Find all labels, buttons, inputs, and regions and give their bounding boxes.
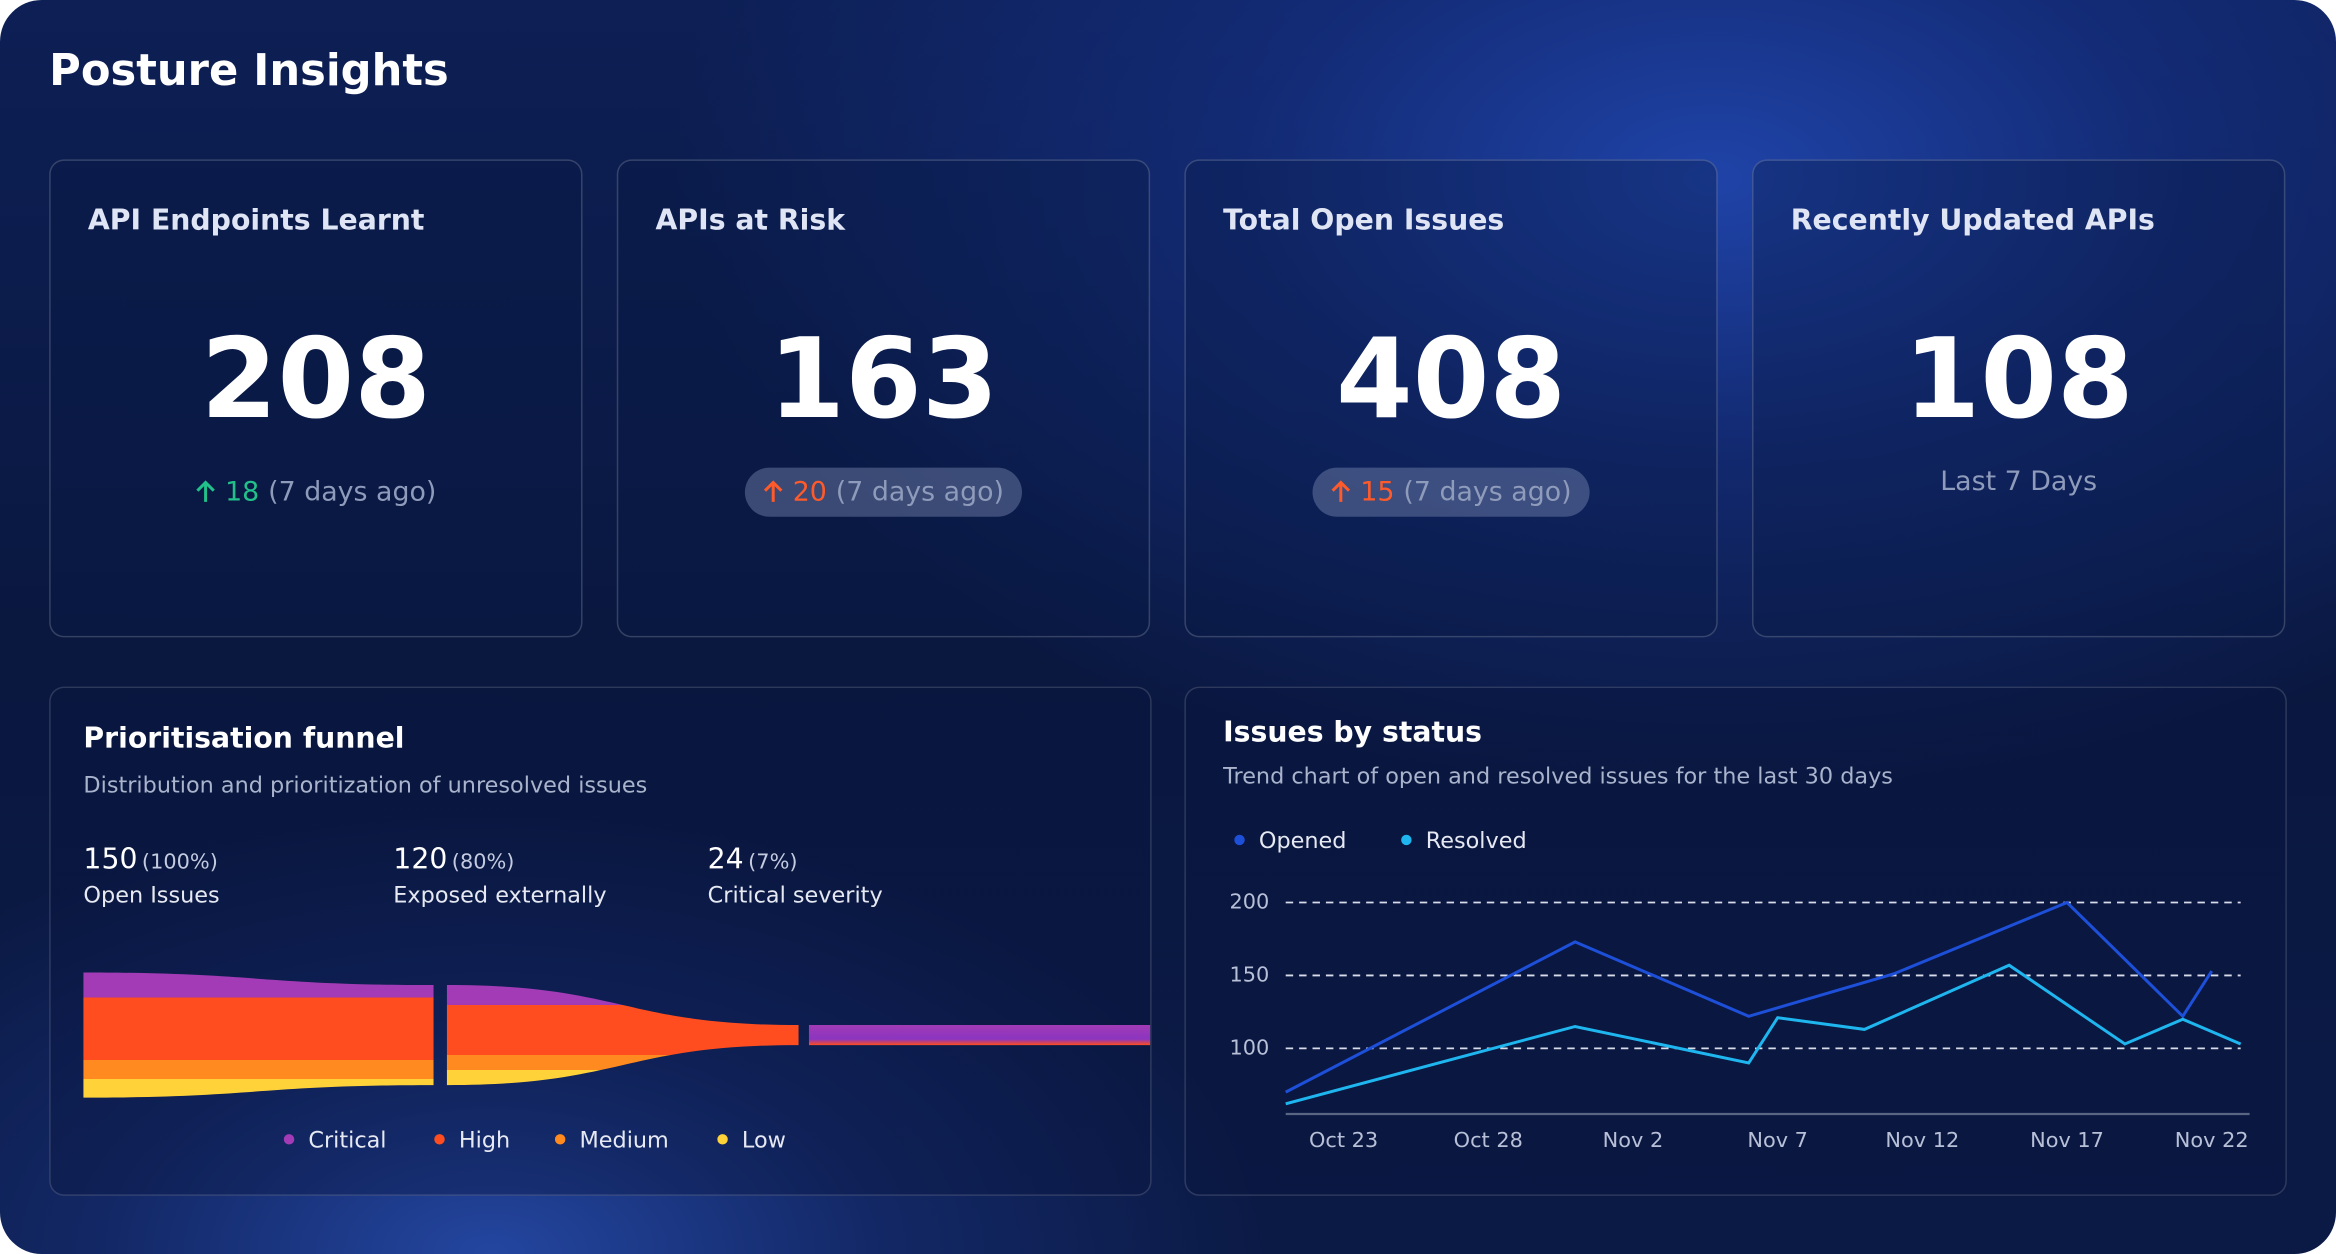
legend-label: Opened <box>1259 828 1347 854</box>
x-tick-label: Nov 2 <box>1603 1128 1664 1152</box>
x-tick-label: Oct 23 <box>1309 1128 1378 1152</box>
stat-card: API Endpoints Learnt 208 18 (7 days ago) <box>49 159 583 638</box>
delta-value: 15 <box>1360 476 1395 508</box>
stage-value: 24 (7%) <box>708 843 798 876</box>
legend-label: High <box>459 1127 510 1153</box>
legend-label: Medium <box>580 1127 669 1153</box>
card-value: 108 <box>1903 315 2134 444</box>
card-title: API Endpoints Learnt <box>87 204 425 237</box>
trend-arrow <box>764 480 783 502</box>
trend-arrow <box>196 480 215 502</box>
delta-pill: 20 (7 days ago) <box>745 467 1022 517</box>
funnel-panel: Prioritisation funnel Distribution and p… <box>49 686 1152 1196</box>
card-title: Recently Updated APIs <box>1790 204 2155 237</box>
y-tick-label: 100 <box>1230 1035 1270 1059</box>
stage-value: 150 (100%) <box>83 843 217 876</box>
card-delta: 20 (7 days ago) <box>618 467 1148 517</box>
delta-note: (7 days ago) <box>1403 476 1572 508</box>
status-panel: Issues by status Trend chart of open and… <box>1184 686 2287 1196</box>
card-delta: 15 (7 days ago) <box>1186 467 1716 517</box>
delta-note: Last 7 Days <box>1940 466 2098 498</box>
legend-dot <box>717 1134 728 1145</box>
stage-pct: (80%) <box>451 850 515 875</box>
x-tick-label: Nov 12 <box>1885 1128 1959 1152</box>
stage-value: 120 (80%) <box>393 843 514 876</box>
card-delta: Last 7 Days <box>1753 457 2283 506</box>
legend-dot <box>1401 834 1412 846</box>
funnel-stage <box>83 972 434 1098</box>
stat-card: Recently Updated APIs 108 Last 7 Days <box>1752 159 2286 638</box>
delta-value: 20 <box>792 476 827 508</box>
panel-subtitle: Trend chart of open and resolved issues … <box>1223 762 1893 790</box>
panel-title: Prioritisation funnel <box>83 722 405 756</box>
y-tick-label: 200 <box>1230 890 1270 914</box>
stage-count: 120 <box>393 842 448 876</box>
legend-dot <box>434 1134 445 1145</box>
card-title: APIs at Risk <box>655 204 846 237</box>
stat-card: APIs at Risk 163 20 (7 days ago) <box>616 159 1151 638</box>
stage-label: Open Issues <box>83 881 220 909</box>
line-series <box>1285 900 2213 1094</box>
funnel-stage <box>446 985 799 1086</box>
panel-title: Issues by status <box>1223 716 1483 750</box>
trend-arrow <box>1331 480 1351 502</box>
stage-pct: (7%) <box>748 850 798 875</box>
delta-pill: 18 (7 days ago) <box>177 468 454 517</box>
legend-dot <box>283 1134 295 1145</box>
page-title: Posture Insights <box>49 44 449 96</box>
y-tick-label: 150 <box>1230 962 1270 986</box>
card-delta: 18 (7 days ago) <box>51 468 581 517</box>
legend-dot <box>1234 834 1245 846</box>
stat-card: Total Open Issues 408 15 (7 days ago) <box>1184 159 1718 638</box>
card-value: 408 <box>1336 315 1567 444</box>
delta-pill: 15 (7 days ago) <box>1312 467 1590 517</box>
delta-value: 18 <box>225 476 260 508</box>
panel-subtitle: Distribution and prioritization of unres… <box>83 771 648 799</box>
stage-count: 24 <box>707 842 744 876</box>
line-series <box>1285 963 2242 1106</box>
stage-label: Exposed externally <box>393 881 607 909</box>
stage-count: 150 <box>83 842 138 876</box>
stage-label: Critical severity <box>707 881 883 909</box>
legend-label: Resolved <box>1426 828 1527 854</box>
x-tick-label: Nov 22 <box>2175 1128 2249 1152</box>
card-value: 208 <box>200 315 431 444</box>
delta-note: (7 days ago) <box>835 476 1004 508</box>
x-tick-label: Nov 7 <box>1747 1128 1808 1152</box>
x-tick-label: Oct 28 <box>1454 1128 1523 1152</box>
x-tick-label: Nov 17 <box>2030 1128 2104 1152</box>
stage-pct: (100%) <box>141 850 218 875</box>
funnel-stage <box>808 1025 1151 1046</box>
delta-pill: Last 7 Days <box>1922 457 2115 506</box>
card-title: Total Open Issues <box>1223 204 1505 237</box>
legend-label: Low <box>742 1127 786 1153</box>
legend-dot <box>554 1134 566 1145</box>
delta-note: (7 days ago) <box>268 476 437 508</box>
legend-label: Critical <box>308 1127 386 1153</box>
card-value: 163 <box>768 315 999 444</box>
